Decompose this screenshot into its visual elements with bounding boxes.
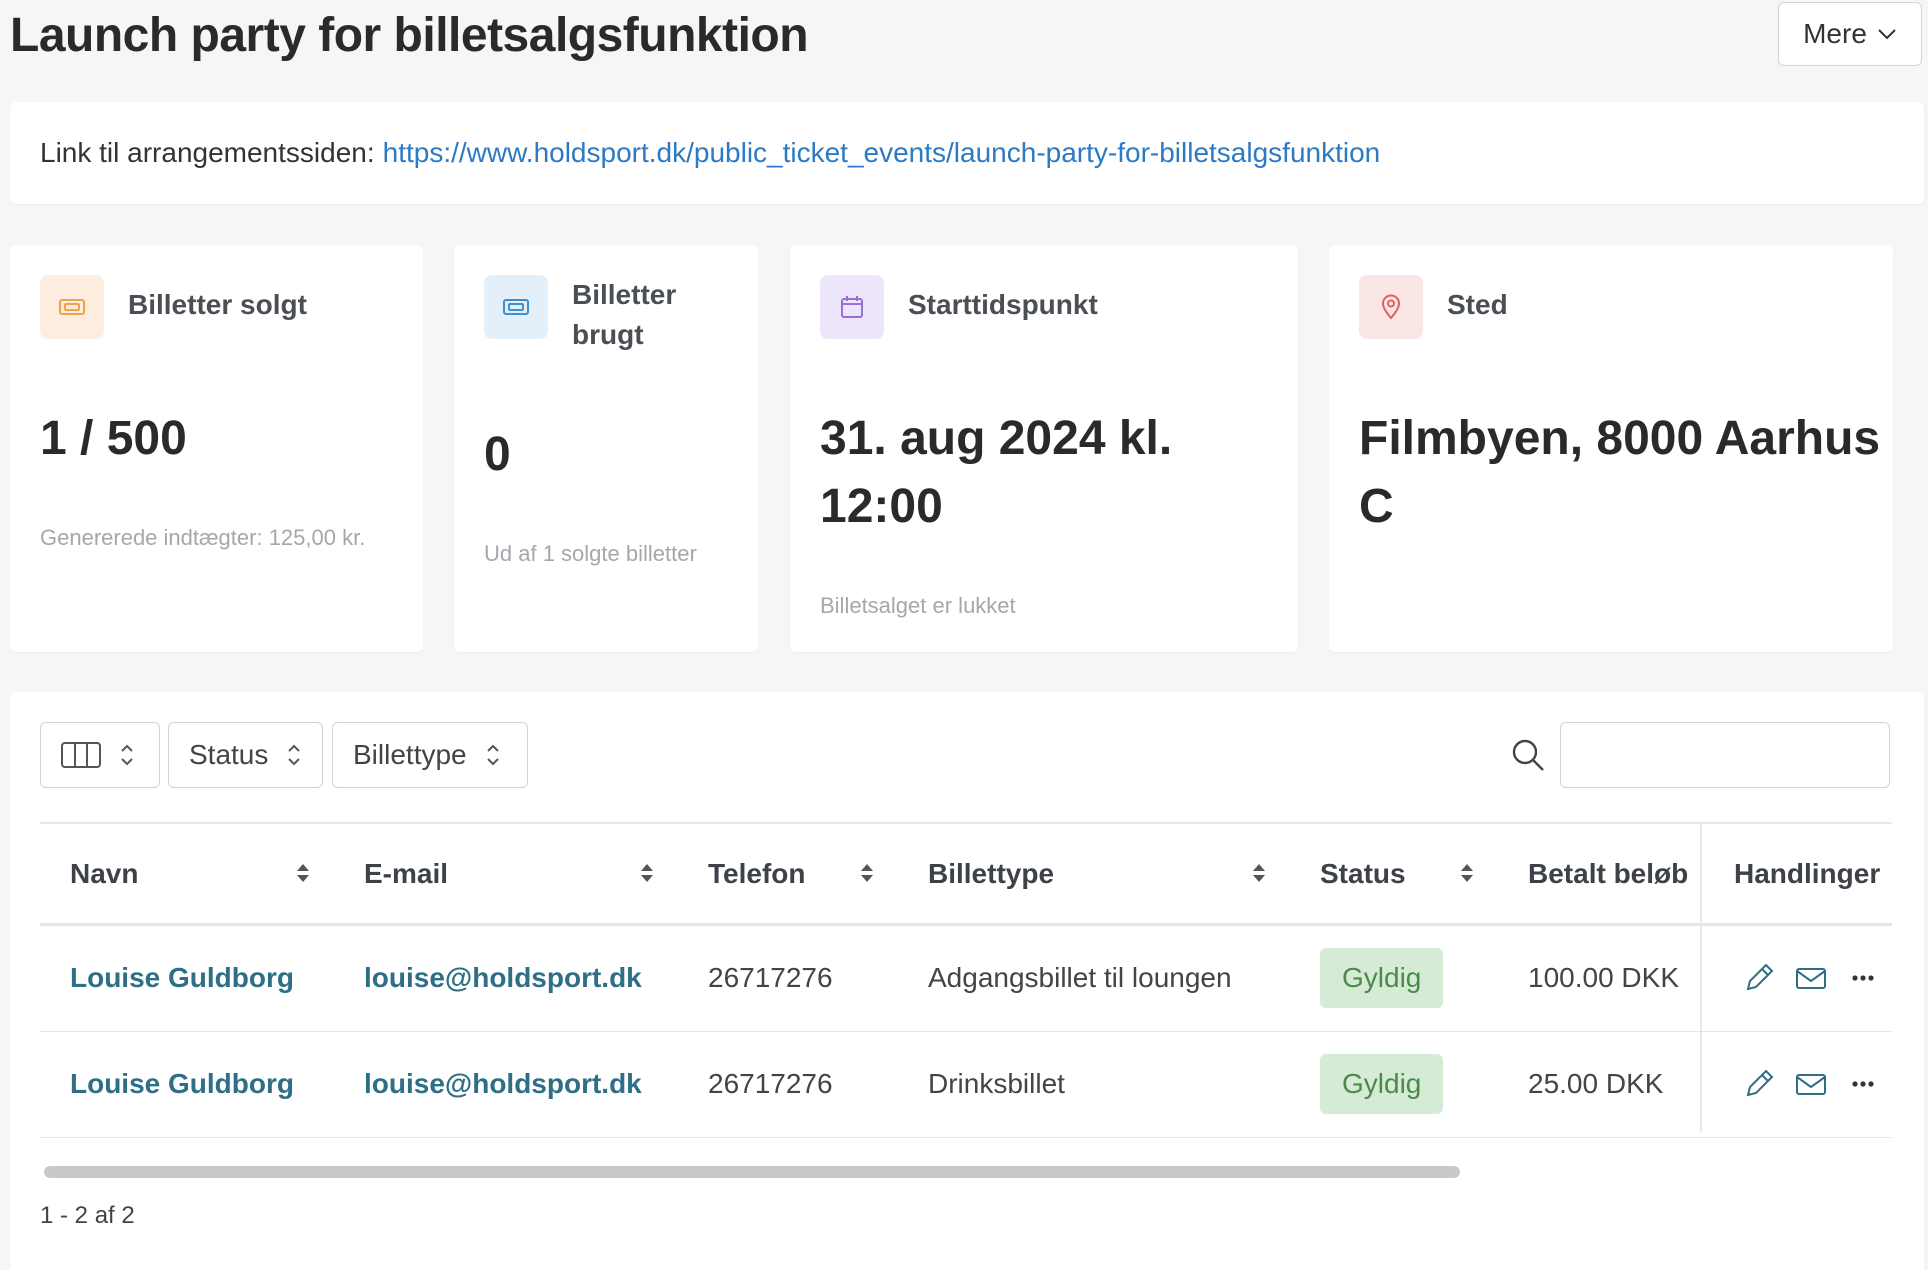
sort-icon[interactable] bbox=[860, 862, 874, 884]
stat-value: 1 / 500 bbox=[40, 412, 187, 465]
status-filter-label: Status bbox=[189, 739, 269, 770]
row-actions bbox=[1742, 1032, 1880, 1136]
stat-title-line: brugt bbox=[572, 319, 644, 350]
stat-value: 31. aug 2024 kl. 12:00 bbox=[820, 405, 1172, 541]
column-header-actions: Handlinger bbox=[1734, 858, 1881, 889]
more-options-icon[interactable] bbox=[1846, 961, 1880, 995]
column-header-ticket-type[interactable]: Billettype bbox=[928, 858, 1055, 889]
status-filter[interactable]: Status bbox=[168, 722, 323, 788]
sticky-column-divider bbox=[1700, 822, 1702, 1132]
status-cell: Gyldig bbox=[1320, 1032, 1444, 1136]
ticket-icon bbox=[40, 275, 104, 339]
column-header-name[interactable]: Navn bbox=[70, 858, 139, 889]
ticket-type-cell: Drinksbillet bbox=[928, 1068, 1065, 1099]
column-header-phone[interactable]: Telefon bbox=[708, 858, 806, 889]
map-pin-icon bbox=[1359, 275, 1423, 339]
row-actions bbox=[1742, 926, 1880, 1030]
table-header: Navn E-mail Telefon Billettype Status Be… bbox=[40, 822, 1892, 926]
stat-card-location: Sted Filmbyen, 8000 Aarhus C bbox=[1329, 245, 1893, 652]
ticket-type-filter-label: Billettype bbox=[353, 739, 467, 770]
stat-value-line: 12:00 bbox=[820, 480, 943, 533]
amount-cell: 25.00 DKK bbox=[1528, 1068, 1664, 1099]
table-row: Louise Guldborg louise@holdsport.dk 2671… bbox=[40, 1032, 1892, 1138]
status-badge: Gyldig bbox=[1320, 948, 1444, 1008]
status-badge: Gyldig bbox=[1320, 1054, 1444, 1114]
ticket-type-cell: Adgangsbillet til loungen bbox=[928, 962, 1232, 993]
stat-card-tickets-used: Billetter brugt 0 Ud af 1 solgte billett… bbox=[454, 245, 758, 652]
stat-subtext: Genererede indtægter: 125,00 kr. bbox=[40, 525, 366, 550]
stat-card-start-time: Starttidspunkt 31. aug 2024 kl. 12:00 Bi… bbox=[790, 245, 1298, 652]
stat-value: 0 bbox=[484, 428, 511, 481]
stat-title: Billetter brugt bbox=[572, 275, 676, 355]
columns-toggle-button[interactable] bbox=[40, 722, 160, 788]
attendee-name-link[interactable]: Louise Guldborg bbox=[70, 1068, 294, 1099]
stat-title: Starttidspunkt bbox=[908, 289, 1098, 320]
mail-icon[interactable] bbox=[1794, 1067, 1828, 1101]
chevron-updown-icon bbox=[288, 744, 301, 766]
tickets-table-card: Status Billettype Navn E-mail Telefon Bi… bbox=[10, 692, 1924, 1270]
attendee-email-link[interactable]: louise@holdsport.dk bbox=[364, 1068, 642, 1099]
page-title: Launch party for billetsalgsfunktion bbox=[10, 9, 809, 62]
stat-title-line: Billetter bbox=[572, 279, 677, 310]
stat-subtext: Ud af 1 solgte billetter bbox=[484, 541, 697, 566]
stat-value-line: C bbox=[1359, 480, 1394, 533]
horizontal-scrollbar[interactable] bbox=[44, 1166, 1460, 1178]
columns-icon bbox=[61, 742, 101, 768]
chevron-updown-icon bbox=[486, 744, 499, 766]
mail-icon[interactable] bbox=[1794, 961, 1828, 995]
stat-value-line: Filmbyen, 8000 Aarhus bbox=[1359, 412, 1881, 465]
more-options-icon[interactable] bbox=[1846, 1067, 1880, 1101]
sort-icon[interactable] bbox=[296, 862, 310, 884]
table-row: Louise Guldborg louise@holdsport.dk 2671… bbox=[40, 926, 1892, 1032]
more-button[interactable]: Mere bbox=[1778, 2, 1922, 66]
stat-value: Filmbyen, 8000 Aarhus C bbox=[1359, 405, 1880, 541]
search-input[interactable] bbox=[1560, 722, 1890, 788]
attendee-phone: 26717276 bbox=[708, 1068, 833, 1099]
attendee-email-link[interactable]: louise@holdsport.dk bbox=[364, 962, 642, 993]
status-cell: Gyldig bbox=[1320, 926, 1444, 1030]
search-icon[interactable] bbox=[1510, 737, 1546, 773]
chevron-updown-icon bbox=[121, 744, 133, 766]
pagination-info: 1 - 2 af 2 bbox=[40, 1202, 135, 1229]
stat-title: Billetter solgt bbox=[128, 289, 307, 320]
sort-icon[interactable] bbox=[1252, 862, 1266, 884]
more-button-label: Mere bbox=[1803, 18, 1867, 49]
ticket-type-filter[interactable]: Billettype bbox=[332, 722, 528, 788]
stat-subtext: Billetsalget er lukket bbox=[820, 593, 1016, 618]
chevron-down-icon bbox=[1878, 29, 1896, 40]
event-link[interactable]: https://www.holdsport.dk/public_ticket_e… bbox=[382, 137, 1381, 168]
column-header-status[interactable]: Status bbox=[1320, 858, 1406, 889]
sort-icon[interactable] bbox=[640, 862, 654, 884]
sort-icon[interactable] bbox=[1460, 862, 1474, 884]
column-header-amount: Betalt beløb bbox=[1528, 858, 1689, 889]
stat-title: Sted bbox=[1447, 289, 1508, 320]
event-link-card: Link til arrangementssiden: https://www.… bbox=[10, 102, 1924, 204]
column-header-email[interactable]: E-mail bbox=[364, 858, 449, 889]
stat-value-line: 31. aug 2024 kl. bbox=[820, 412, 1173, 465]
edit-icon[interactable] bbox=[1742, 1067, 1776, 1101]
ticket-icon bbox=[484, 275, 548, 339]
event-link-label: Link til arrangementssiden: bbox=[40, 137, 375, 168]
calendar-icon bbox=[820, 275, 884, 339]
edit-icon[interactable] bbox=[1742, 961, 1776, 995]
attendee-phone: 26717276 bbox=[708, 962, 833, 993]
amount-cell: 100.00 DKK bbox=[1528, 962, 1679, 993]
page-header: Launch party for billetsalgsfunktion Mer… bbox=[10, 0, 1922, 76]
stat-card-tickets-sold: Billetter solgt 1 / 500 Genererede indtæ… bbox=[10, 245, 423, 652]
attendee-name-link[interactable]: Louise Guldborg bbox=[70, 962, 294, 993]
